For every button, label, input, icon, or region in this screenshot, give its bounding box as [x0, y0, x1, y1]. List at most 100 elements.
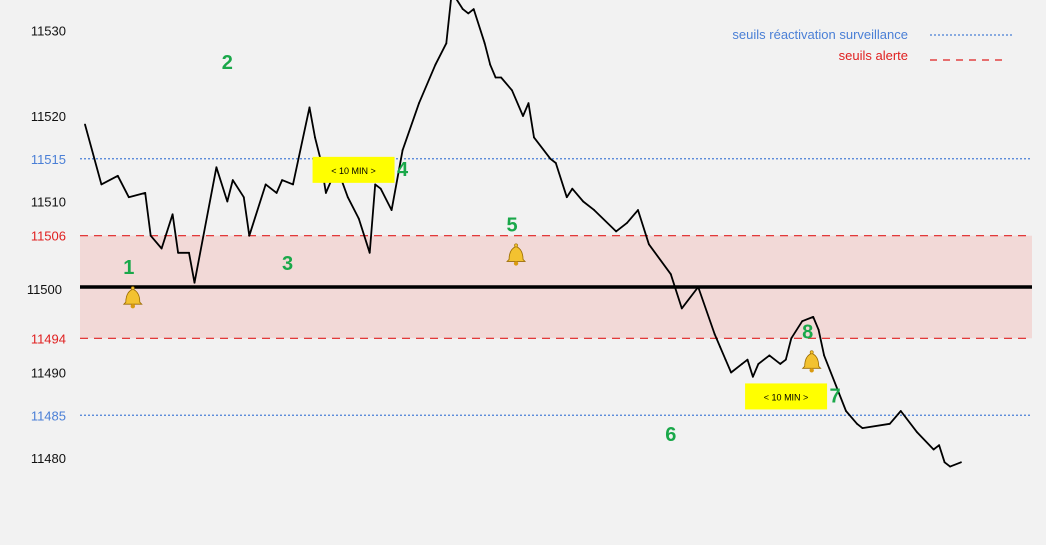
- price-point: [500, 76, 502, 79]
- marker-label-6: 6: [665, 424, 676, 446]
- price-point: [368, 251, 371, 254]
- price-point: [960, 461, 962, 464]
- price-point: [713, 333, 716, 335]
- price-point: [357, 217, 360, 220]
- price-point: [932, 448, 935, 451]
- price-point: [554, 162, 557, 164]
- price-point: [467, 12, 470, 15]
- price-point: [231, 179, 234, 182]
- price-point: [648, 243, 650, 246]
- marker-label-8: 8: [802, 321, 813, 343]
- price-point: [489, 63, 492, 66]
- price-point: [724, 358, 727, 361]
- bell-clapper: [513, 261, 519, 266]
- price-point: [511, 89, 513, 92]
- price-point: [308, 106, 311, 109]
- legend: seuils réactivation surveillance seuils …: [732, 27, 1012, 63]
- price-point: [292, 183, 294, 186]
- bell-clapper: [809, 368, 814, 373]
- y-tick-label-11520: 11520: [31, 109, 66, 124]
- price-point: [160, 247, 163, 250]
- bell-top: [809, 350, 814, 355]
- price-point: [730, 371, 732, 374]
- price-point: [899, 410, 902, 412]
- legend-label-surveillance: seuils réactivation surveillance: [732, 27, 908, 42]
- price-point: [434, 63, 437, 66]
- price-point: [325, 192, 327, 194]
- price-point: [116, 174, 119, 177]
- price-point: [483, 42, 486, 45]
- price-point: [418, 102, 420, 105]
- price-point: [938, 444, 940, 447]
- price-point: [242, 196, 245, 199]
- price-point: [390, 209, 393, 211]
- price-point: [637, 209, 639, 211]
- price-point: [680, 307, 683, 310]
- price-point: [669, 273, 672, 276]
- price-point: [177, 251, 179, 254]
- bell-icon: [801, 350, 822, 373]
- price-point: [823, 354, 826, 357]
- y-tick-label-11515: 11515: [31, 152, 66, 167]
- price-point: [812, 316, 815, 318]
- price-point: [527, 102, 530, 105]
- y-tick-label-11530: 11530: [31, 24, 66, 39]
- bell-body: [801, 352, 822, 369]
- price-point: [784, 358, 787, 361]
- price-point: [845, 410, 847, 412]
- timer-box: [312, 156, 395, 183]
- price-point: [494, 76, 497, 79]
- price-point: [615, 230, 617, 233]
- timer-box: [745, 383, 828, 410]
- price-point: [275, 192, 278, 194]
- price-point: [314, 136, 316, 139]
- marker-label-1: 1: [123, 257, 134, 279]
- marker-label-2: 2: [222, 52, 233, 74]
- price-point: [100, 183, 103, 186]
- price-point: [264, 183, 267, 186]
- y-tick-label-11510: 11510: [31, 195, 66, 210]
- y-tick-label-11480: 11480: [31, 451, 66, 466]
- price-point: [719, 345, 721, 348]
- price-point: [226, 200, 229, 203]
- price-point: [746, 358, 749, 361]
- price-point: [582, 200, 585, 203]
- price-point: [626, 221, 628, 224]
- price-point: [768, 354, 771, 357]
- price-point: [445, 42, 448, 45]
- marker-label-4: 4: [397, 159, 409, 181]
- price-point: [149, 234, 152, 237]
- price-point: [861, 427, 864, 429]
- marker-label-3: 3: [282, 253, 293, 275]
- marker-label-5: 5: [506, 214, 517, 236]
- price-point: [790, 337, 793, 340]
- price-point: [346, 196, 349, 199]
- marker-label-7: 7: [830, 385, 841, 407]
- bell-top: [130, 286, 135, 291]
- price-point: [916, 431, 919, 434]
- y-tick-label-11506: 11506: [31, 229, 66, 244]
- price-point: [401, 149, 404, 152]
- price-point: [379, 187, 382, 190]
- price-point: [697, 286, 700, 288]
- price-point: [84, 123, 86, 126]
- y-tick-label-11500: 11500: [27, 282, 62, 297]
- price-series-layer: [84, 0, 962, 468]
- price-point: [757, 363, 760, 365]
- reference-lines-layer: [80, 158, 1032, 416]
- y-axis-ticks: 11530 11520 11515 11510 11506 11500 11494 11490…: [27, 24, 66, 467]
- y-tick-label-11490: 11490: [31, 366, 66, 381]
- legend-label-alerte: seuils alerte: [839, 48, 908, 63]
- timer-label: < 10 MIN >: [764, 392, 809, 402]
- bell-icon: [122, 286, 143, 309]
- price-point: [461, 8, 464, 11]
- bell-clapper: [130, 303, 135, 309]
- annotations-layer: 1 2 3 4 < 10 MIN > 5 6 7 < 10 MIN > 8: [122, 52, 841, 446]
- price-point: [571, 187, 574, 190]
- price-point: [472, 8, 475, 11]
- price-point: [549, 157, 552, 160]
- price-point: [856, 422, 858, 425]
- price-point: [127, 196, 130, 199]
- price-point: [565, 196, 568, 199]
